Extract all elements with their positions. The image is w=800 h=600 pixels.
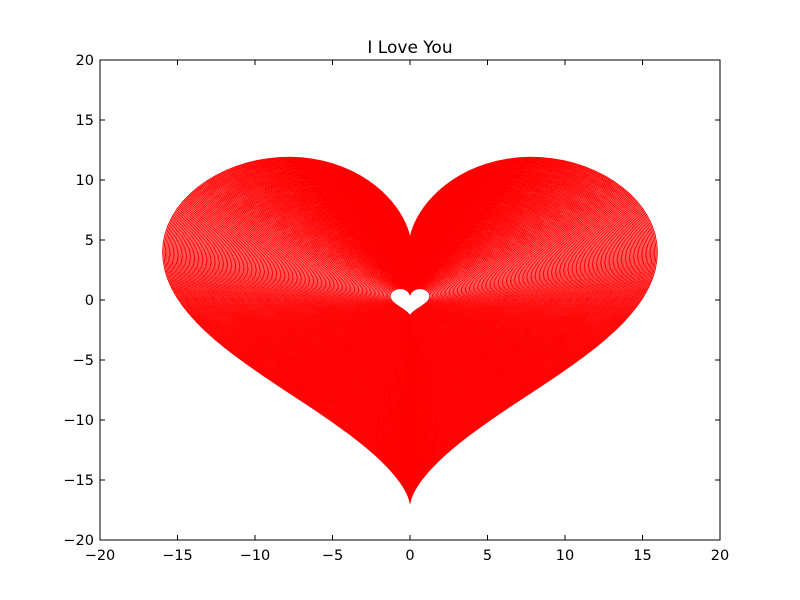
y-tick-label-5: 5 <box>85 233 94 249</box>
tick-marks <box>99 59 721 541</box>
heart-curve-46 <box>328 252 492 367</box>
x-tick-label-0: −20 <box>85 548 116 564</box>
heart-curve-24 <box>357 269 463 343</box>
x-tick-label-2: −10 <box>240 548 271 564</box>
heart-curve-32 <box>347 263 473 352</box>
y-tick-labels: −20 −15 −10 −5 0 5 10 15 20 <box>63 53 94 549</box>
y-tick-label-7: 15 <box>76 113 94 129</box>
y-tick-label-1: −15 <box>63 473 94 489</box>
y-tick-label-2: −10 <box>63 413 94 429</box>
x-tick-label-1: −15 <box>162 548 193 564</box>
heart-curves <box>162 156 658 504</box>
x-tick-label-3: −5 <box>322 548 343 564</box>
heart-curve-39 <box>338 258 482 359</box>
x-tick-labels: −20 −15 −10 −5 0 5 10 15 20 <box>85 548 730 564</box>
heart-curve-40 <box>336 257 484 360</box>
chart-title: I Love You <box>367 38 452 58</box>
y-tick-label-3: −5 <box>73 353 94 369</box>
x-tick-label-5: 5 <box>483 548 492 564</box>
x-tick-label-6: 10 <box>556 548 574 564</box>
heart-curve-172 <box>162 156 658 504</box>
heart-curve-33 <box>346 262 474 353</box>
heart-curve-34 <box>344 262 476 354</box>
x-tick-label-4: 0 <box>405 548 414 564</box>
y-tick-label-8: 20 <box>76 53 94 69</box>
heart-curve-38 <box>339 259 481 358</box>
y-tick-label-6: 10 <box>76 173 94 189</box>
y-tick-label-4: 0 <box>85 293 94 309</box>
y-tick-label-0: −20 <box>63 533 94 549</box>
heart-curve-42 <box>334 256 486 363</box>
x-tick-label-8: 20 <box>711 548 729 564</box>
heart-curve-41 <box>335 256 485 361</box>
heart-curve-43 <box>332 255 488 364</box>
heart-curve-44 <box>331 254 489 365</box>
heart-curve-37 <box>340 259 480 357</box>
x-tick-label-7: 15 <box>633 548 651 564</box>
heart-curve-36 <box>342 260 478 356</box>
heart-curve-35 <box>343 261 477 355</box>
heart-curve-47 <box>327 252 493 368</box>
heart-curve-22 <box>360 271 460 341</box>
heart-curve-45 <box>330 253 490 366</box>
